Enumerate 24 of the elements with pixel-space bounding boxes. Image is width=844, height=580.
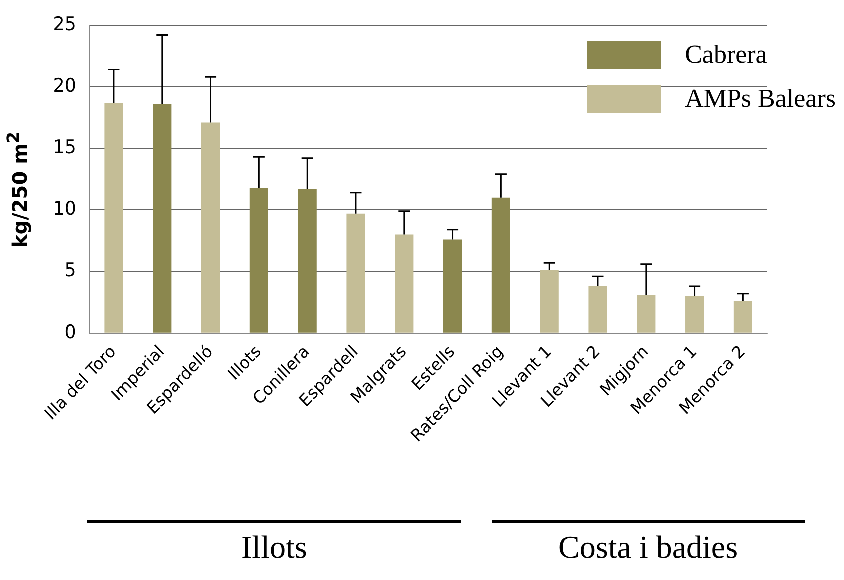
bar <box>686 296 704 333</box>
y-tick-label: 15 <box>53 137 76 159</box>
bar <box>153 104 172 333</box>
legend-label: Cabrera <box>685 40 768 70</box>
bar <box>395 234 414 333</box>
bar <box>298 189 317 333</box>
bar <box>734 301 753 333</box>
bar <box>540 270 559 333</box>
bar <box>201 122 220 333</box>
bar <box>444 240 462 333</box>
bar <box>346 214 366 333</box>
text: Illots <box>240 529 308 566</box>
y-tick-label: 5 <box>64 260 76 282</box>
y-tick-label: 25 <box>53 14 76 36</box>
bar <box>250 188 268 333</box>
bar <box>104 102 124 333</box>
legend-label: AMPs Balears <box>685 84 836 114</box>
y-tick-label: 10 <box>53 198 76 220</box>
text: Costa i badies <box>558 529 740 566</box>
bar <box>492 198 510 333</box>
y-tick-label: 0 <box>64 322 76 344</box>
bar <box>588 286 608 333</box>
bar <box>637 295 656 333</box>
y-tick-label: 20 <box>53 76 76 98</box>
